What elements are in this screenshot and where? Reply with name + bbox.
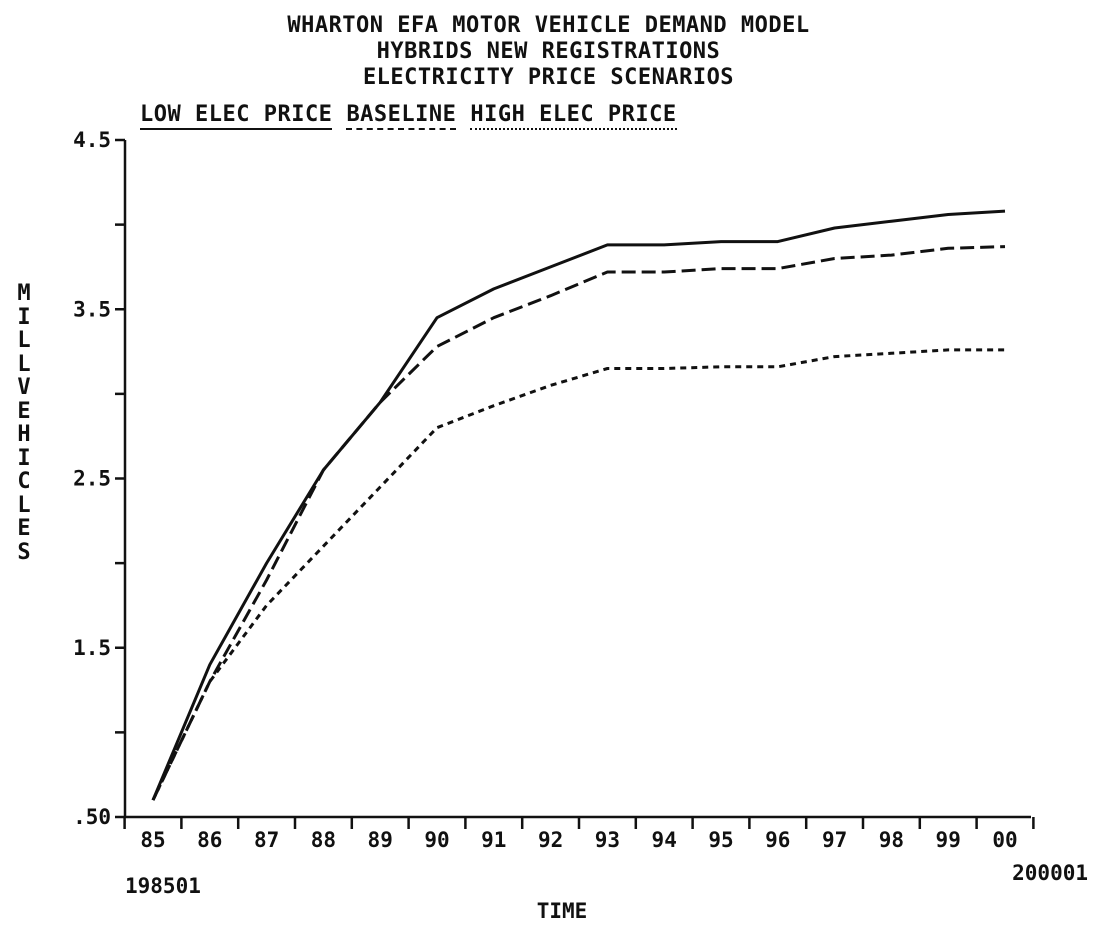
- y-tick-label: .50: [73, 805, 111, 829]
- x-tick-label: 96: [765, 828, 790, 852]
- x-tick-label: 97: [822, 828, 847, 852]
- x-tick-label: 00: [992, 828, 1017, 852]
- chart-title-line-1: WHARTON EFA MOTOR VEHICLE DEMAND MODEL: [287, 13, 810, 38]
- y-tick-label: 1.5: [73, 636, 111, 660]
- chart-title-line-2: HYBRIDS NEW REGISTRATIONS: [376, 39, 721, 64]
- legend-entry-high: HIGH ELEC PRICE: [470, 102, 677, 130]
- x-tick-label: 87: [254, 828, 279, 852]
- y-tick-label: 4.5: [73, 128, 111, 152]
- series-line-0: [151, 209, 1006, 801]
- x-tick-label: 88: [311, 828, 336, 852]
- series-line-1: [151, 245, 1006, 801]
- x-tick-label: 85: [140, 828, 165, 852]
- chart-axes: [115, 138, 1035, 829]
- x-tick-label: 95: [708, 828, 733, 852]
- x-tick-label: 91: [481, 828, 506, 852]
- x-tick-label: 99: [936, 828, 961, 852]
- x-start-label: 198501: [125, 874, 201, 898]
- x-tick-label: 89: [368, 828, 393, 852]
- x-tick-label: 93: [595, 828, 620, 852]
- chart-series: [151, 209, 1006, 801]
- legend-entry-low: LOW ELEC PRICE: [140, 102, 333, 130]
- x-tick-label: 94: [652, 828, 677, 852]
- y-tick-label: 3.5: [73, 297, 111, 321]
- x-end-label: 200001: [1012, 861, 1088, 885]
- chart-labels: .50 1.5 2.5 3.5 4.5 85 86 87 88 89 90 91 92 93 94 95 96 9…: [73, 128, 1088, 923]
- x-tick-label: 86: [197, 828, 222, 852]
- series-line-2: [151, 348, 1005, 801]
- y-axis-label: MILL VEHICLES: [17, 281, 44, 565]
- chart-legend: LOW ELEC PRICE BASELINE HIGH ELEC PRICE: [140, 102, 691, 130]
- x-axis-title: TIME: [537, 899, 588, 923]
- legend-entry-baseline: BASELINE: [346, 102, 457, 130]
- x-tick-label: 92: [538, 828, 563, 852]
- x-tick-label: 90: [424, 828, 449, 852]
- x-tick-label: 98: [879, 828, 904, 852]
- chart-title-line-3: ELECTRICITY PRICE SCENARIOS: [362, 65, 735, 90]
- y-tick-label: 2.5: [73, 467, 111, 491]
